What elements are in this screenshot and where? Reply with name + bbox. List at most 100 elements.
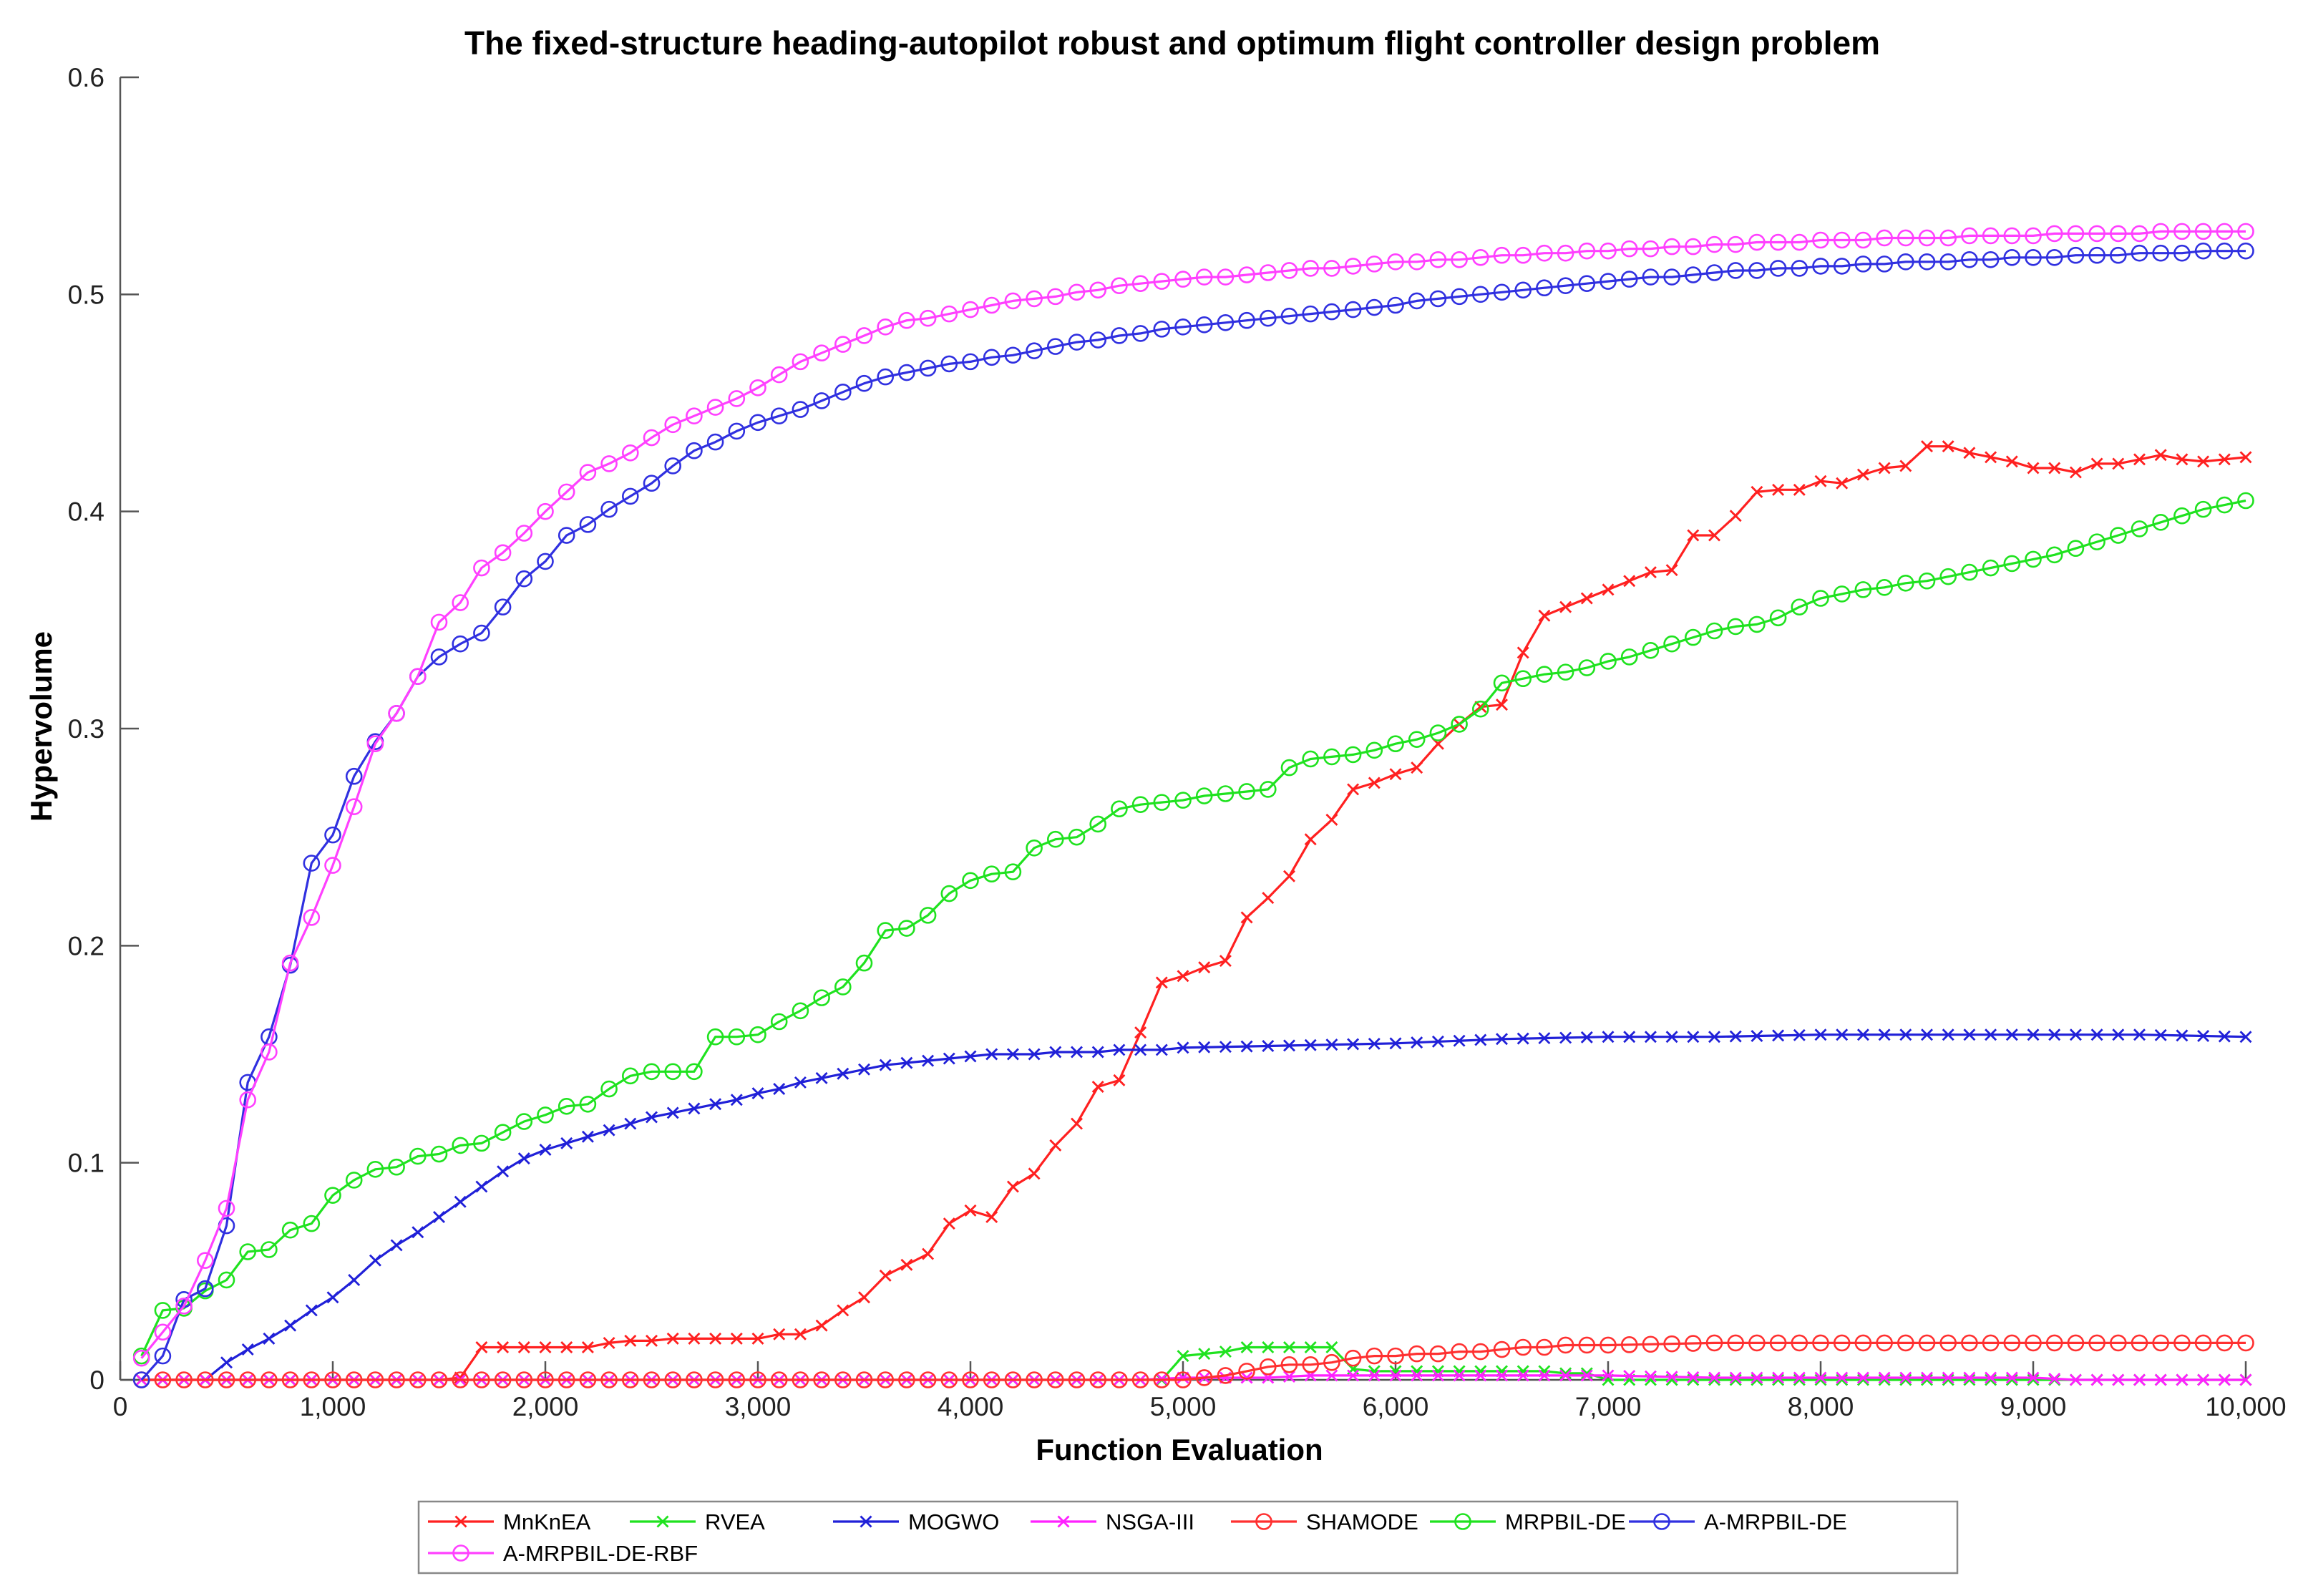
data-point [1153,794,1171,811]
data-point [154,1371,172,1388]
data-point [706,399,724,416]
data-point [1131,275,1149,292]
data-point [1985,1371,1997,1384]
data-point [1705,264,1723,281]
data-point [261,1241,278,1258]
data-point [1365,298,1383,316]
data-point [688,1102,701,1115]
data-point [1004,346,1022,364]
data-point [2237,492,2254,510]
data-point [1708,1373,1720,1386]
data-point [1918,229,1936,247]
data-point [1280,759,1298,777]
data-point [345,1172,363,1189]
data-point [1580,1367,1593,1380]
data-point [515,1113,533,1130]
data-point [1833,258,1851,275]
data-point [1663,238,1680,256]
data-point [2216,223,2234,240]
data-point [1600,242,1617,260]
data-point [898,1371,915,1388]
data-point [537,1106,554,1124]
data-point [1195,787,1213,804]
data-point [1091,1081,1104,1093]
data-point [922,1247,935,1260]
data-point [1793,483,1806,496]
data-point [2133,1373,2146,1386]
data-point [2090,1028,2103,1041]
data-point [706,1371,724,1388]
data-point [1006,1048,1019,1061]
data-point [1028,1167,1041,1180]
axes: 0 1,000 2,000 3,000 4,000 5,000 6,000 7,000 8,00… [68,63,2287,1421]
y-tick-label: 0.2 [68,931,104,960]
data-point [281,954,299,972]
data-point [643,1371,661,1388]
data-point [1878,1028,1891,1041]
series-mogwo [199,1028,2252,1386]
data-point [962,301,979,318]
data-point [2003,555,2021,573]
data-point [537,502,554,520]
data-point [1089,1371,1106,1388]
data-point [1260,781,1277,798]
data-point [940,1371,958,1388]
data-point [1729,510,1742,522]
data-point [581,1130,594,1143]
data-point [1602,1031,1615,1043]
data-point [1985,1028,1997,1041]
legend-label: MRPBIL-DE [1505,1509,1626,1534]
data-point [621,1371,639,1388]
data-point [1899,459,1912,472]
data-point [877,1371,894,1388]
data-point [773,1083,786,1096]
data-point [1195,316,1213,334]
data-point [537,553,554,570]
data-point [1772,483,1785,496]
legend-marker [1454,1513,1471,1530]
data-point [1559,1367,1572,1380]
data-point [728,422,746,440]
data-point [1854,256,1872,273]
data-point [1493,674,1511,692]
x-tick-label: 3,000 [725,1392,792,1421]
data-point [2069,466,2082,479]
data-point [473,1371,490,1388]
data-point [815,1071,828,1084]
data-point [1836,1028,1849,1041]
data-point [879,1269,892,1282]
data-point [2027,1371,2040,1384]
data-point [1347,1369,1360,1382]
series-shamode [132,1334,2254,1388]
data-point [366,1371,384,1388]
data-point [1089,331,1106,349]
data-point [1089,815,1106,833]
data-point [621,1067,639,1085]
data-point [1408,253,1426,271]
data-point [1493,246,1511,264]
data-point [1387,253,1404,271]
data-point [1559,600,1572,613]
data-point [1408,731,1426,748]
data-point [218,1200,235,1217]
data-point [1091,1046,1104,1059]
legend-marker [1255,1513,1272,1530]
data-point [1389,1369,1402,1382]
data-point [1219,1346,1232,1358]
data-point [770,366,788,384]
data-point [366,735,384,753]
data-point [1195,1369,1213,1386]
data-point [730,1332,743,1345]
data-point [877,368,894,386]
data-point [815,1319,828,1332]
series-line-a-mrpbil-de [140,250,2246,1381]
data-point [1429,724,1447,741]
data-point [1472,1343,1489,1361]
data-point [1899,1371,1912,1384]
data-point [1089,281,1106,299]
data-point [409,668,427,686]
y-tick-label: 0.1 [68,1149,104,1178]
data-point [1963,1028,1976,1041]
data-point [1557,244,1574,262]
data-point [1431,1369,1444,1382]
